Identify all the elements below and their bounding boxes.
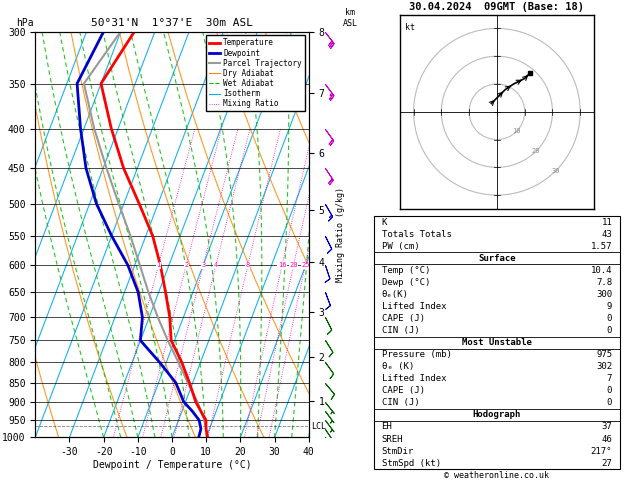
Text: EH: EH	[382, 422, 392, 432]
Text: Most Unstable: Most Unstable	[462, 338, 532, 347]
Text: 46: 46	[601, 434, 612, 444]
Text: 30.04.2024  09GMT (Base: 18): 30.04.2024 09GMT (Base: 18)	[409, 2, 584, 12]
Text: CIN (J): CIN (J)	[382, 399, 420, 407]
Text: km
ASL: km ASL	[342, 8, 357, 28]
Text: 20: 20	[532, 148, 540, 154]
Text: SREH: SREH	[382, 434, 403, 444]
Title: 50°31'N  1°37'E  30m ASL: 50°31'N 1°37'E 30m ASL	[91, 18, 253, 28]
Text: 0: 0	[607, 386, 612, 395]
Text: 11: 11	[601, 218, 612, 227]
Text: 7.8: 7.8	[596, 278, 612, 287]
Text: 16: 16	[278, 262, 286, 268]
Text: 20: 20	[289, 262, 298, 268]
Text: 37: 37	[601, 422, 612, 432]
X-axis label: Dewpoint / Temperature (°C): Dewpoint / Temperature (°C)	[92, 460, 252, 470]
Text: 0: 0	[607, 314, 612, 323]
Text: θₑ (K): θₑ (K)	[382, 362, 414, 371]
Text: K: K	[382, 218, 387, 227]
Text: Lifted Index: Lifted Index	[382, 302, 446, 311]
Text: 1.57: 1.57	[591, 242, 612, 251]
Text: 2: 2	[184, 262, 188, 268]
Text: Lifted Index: Lifted Index	[382, 374, 446, 383]
Text: Dewp (°C): Dewp (°C)	[382, 278, 430, 287]
Text: 10: 10	[512, 128, 521, 135]
Text: CIN (J): CIN (J)	[382, 326, 420, 335]
Text: θₑ(K): θₑ(K)	[382, 290, 408, 299]
Text: 1: 1	[157, 262, 160, 268]
Text: 27: 27	[601, 459, 612, 468]
Text: 8: 8	[246, 262, 250, 268]
Text: Mixing Ratio (g/kg): Mixing Ratio (g/kg)	[336, 187, 345, 282]
Text: CAPE (J): CAPE (J)	[382, 386, 425, 395]
Text: 10.4: 10.4	[591, 266, 612, 275]
Text: hPa: hPa	[16, 17, 34, 28]
Text: Surface: Surface	[478, 254, 516, 263]
Text: 3: 3	[201, 262, 206, 268]
Text: 30: 30	[552, 168, 560, 174]
Legend: Temperature, Dewpoint, Parcel Trajectory, Dry Adiabat, Wet Adiabat, Isotherm, Mi: Temperature, Dewpoint, Parcel Trajectory…	[206, 35, 305, 111]
Text: kt: kt	[405, 23, 415, 32]
Text: © weatheronline.co.uk: © weatheronline.co.uk	[445, 470, 549, 480]
Text: 975: 975	[596, 350, 612, 359]
Text: Temp (°C): Temp (°C)	[382, 266, 430, 275]
Text: 0: 0	[607, 399, 612, 407]
Text: LCL: LCL	[311, 422, 326, 431]
Text: StmDir: StmDir	[382, 447, 414, 455]
Text: StmSpd (kt): StmSpd (kt)	[382, 459, 441, 468]
Text: CAPE (J): CAPE (J)	[382, 314, 425, 323]
Text: Totals Totals: Totals Totals	[382, 230, 452, 239]
Text: 43: 43	[601, 230, 612, 239]
Text: 7: 7	[607, 374, 612, 383]
Text: PW (cm): PW (cm)	[382, 242, 420, 251]
Text: Pressure (mb): Pressure (mb)	[382, 350, 452, 359]
Text: 217°: 217°	[591, 447, 612, 455]
Text: Hodograph: Hodograph	[473, 410, 521, 419]
Text: 4: 4	[214, 262, 218, 268]
Text: 302: 302	[596, 362, 612, 371]
Text: 9: 9	[607, 302, 612, 311]
Text: 300: 300	[596, 290, 612, 299]
Text: 0: 0	[607, 326, 612, 335]
Text: 25: 25	[301, 262, 309, 268]
